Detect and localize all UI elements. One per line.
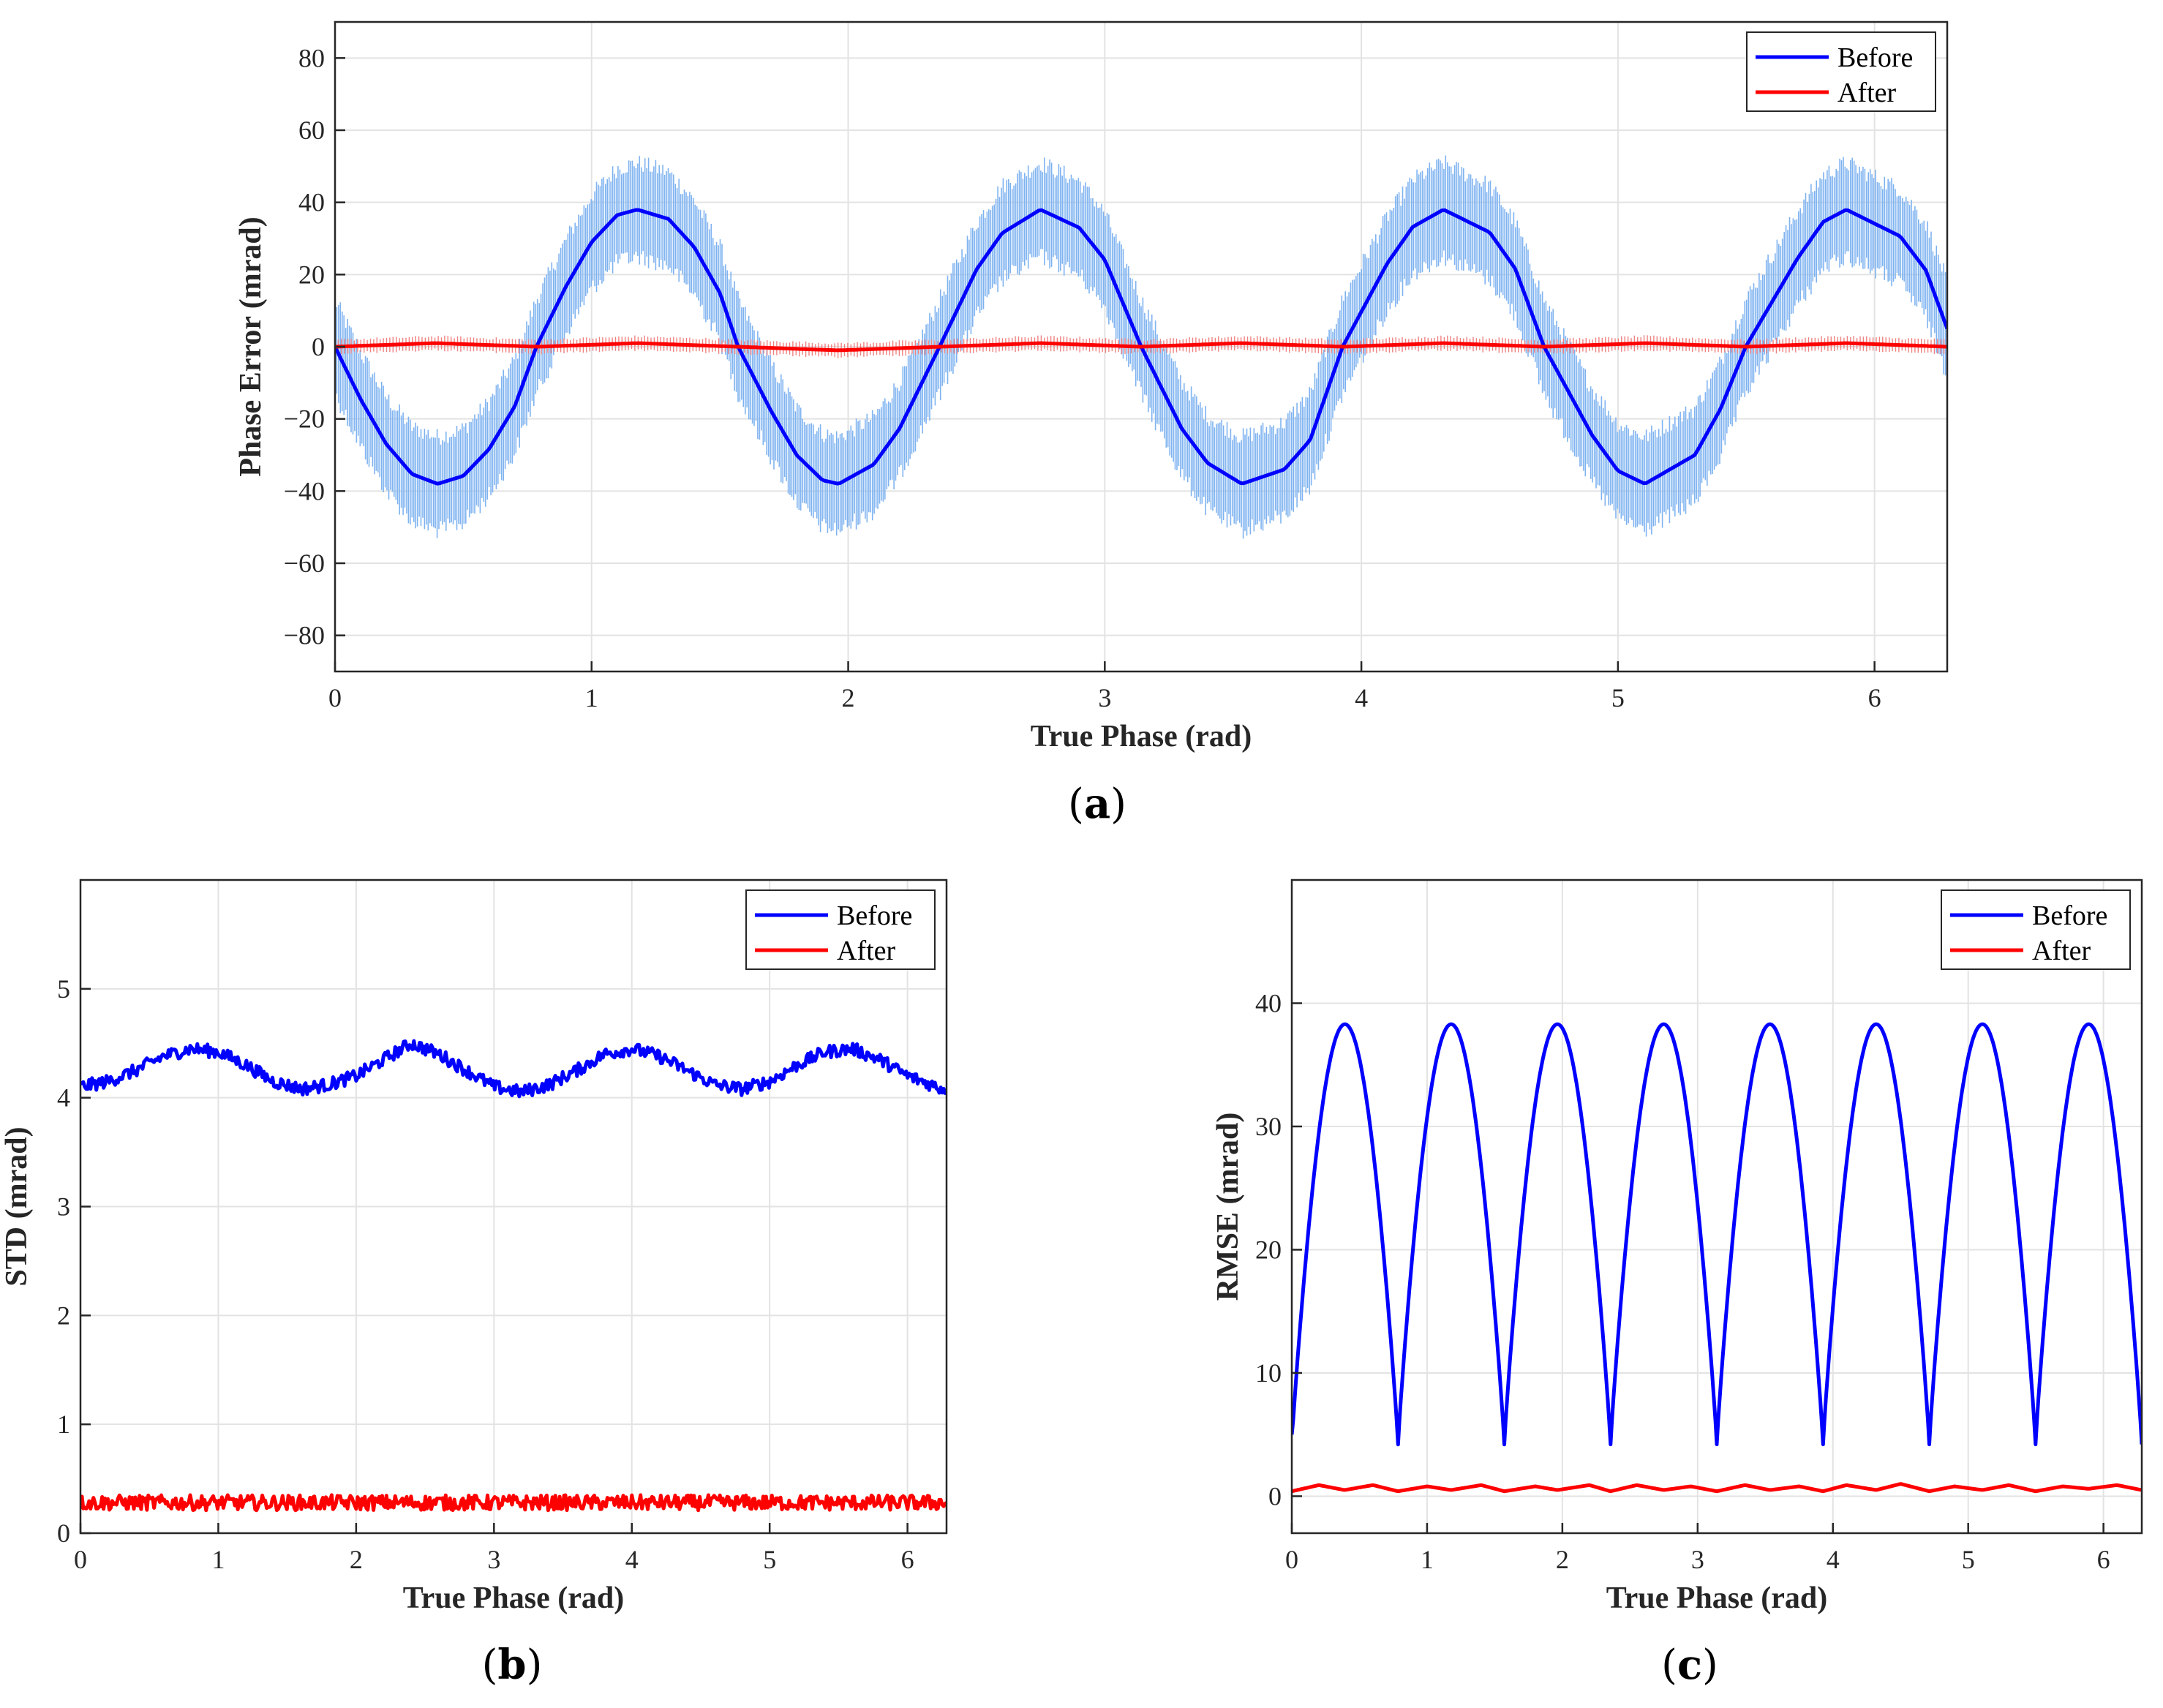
x-tick-label: 5 (1962, 1545, 1975, 1574)
legend-box (1941, 889, 2131, 970)
y-tick-label: 20 (1255, 1235, 1282, 1264)
y-tick-label: 0 (1268, 1481, 1282, 1511)
legend-label-after: After (2032, 936, 2091, 966)
panel-caption: (b) (482, 1641, 543, 1689)
series-line-after (335, 341, 1947, 353)
x-tick-label: 3 (487, 1545, 500, 1574)
y-tick-label: 2 (57, 1301, 70, 1330)
x-tick-label: 4 (625, 1545, 639, 1574)
y-tick-label: 80 (298, 43, 325, 72)
panel-caption: (c) (1661, 1641, 1718, 1689)
legend-label-before: Before (1837, 42, 1913, 73)
series-line-before (1292, 1022, 2142, 1447)
legend-box (745, 889, 936, 970)
x-tick-label: 5 (763, 1545, 776, 1574)
y-tick-label: 4 (57, 1083, 70, 1113)
x-tick-label: 3 (1691, 1545, 1704, 1574)
y-axis-label: Phase Error (mrad) (234, 217, 268, 476)
y-axis-label: STD (mrad) (0, 1126, 34, 1286)
y-tick-label: 30 (1255, 1112, 1282, 1141)
x-tick-label: 0 (74, 1545, 87, 1574)
x-tick-label: 6 (1868, 683, 1881, 712)
legend: Before After (1746, 31, 1936, 112)
x-tick-label: 6 (2097, 1545, 2110, 1574)
y-tick-label: 60 (298, 116, 325, 145)
legend: Before After (745, 889, 936, 970)
x-tick-label: 2 (1556, 1545, 1569, 1574)
y-tick-label: 20 (298, 260, 325, 289)
plot-area (80, 1039, 947, 1513)
plot-area (335, 155, 1947, 539)
axes-box (1290, 879, 2143, 1535)
chart-panel-c: 0 1 2 3 4 5 6 0 10 20 30 40 True Phase (rad) RMSE (mr… (1211, 879, 2143, 1689)
plot-area (1292, 1022, 2142, 1494)
y-axis-label: RMSE (mrad) (1211, 1113, 1245, 1301)
panel-caption: (a) (1068, 780, 1126, 828)
series-line-after (80, 1493, 947, 1513)
legend-box (1746, 31, 1936, 112)
y-tick-label: 40 (298, 188, 325, 217)
x-axis-label: True Phase (rad) (1606, 1581, 1828, 1615)
legend-label-before: Before (837, 900, 912, 931)
legend-label-after: After (1837, 78, 1897, 108)
x-tick-label: 1 (1421, 1545, 1434, 1574)
x-axis-label: True Phase (rad) (403, 1581, 625, 1615)
y-tick-label: −60 (284, 549, 325, 578)
x-tick-label: 4 (1355, 683, 1368, 712)
x-tick-label: 5 (1611, 683, 1625, 712)
series-line-after (1292, 1482, 2142, 1494)
chart-panel-b: 0 1 2 3 4 5 6 0 1 2 3 4 5 True Phase (rad) STD (mrad) B… (0, 879, 948, 1689)
x-tick-label: 1 (585, 683, 598, 712)
y-tick-label: −80 (284, 621, 325, 650)
x-tick-label: 2 (350, 1545, 363, 1574)
x-tick-label: 0 (328, 683, 342, 712)
x-tick-label: 2 (842, 683, 855, 712)
x-tick-label: 6 (901, 1545, 914, 1574)
x-tick-label: 4 (1827, 1545, 1840, 1574)
x-axis-label: True Phase (rad) (1031, 720, 1252, 753)
legend-label-before: Before (2032, 900, 2107, 931)
legend-label-after: After (837, 936, 896, 966)
y-tick-label: 0 (57, 1519, 70, 1548)
x-tick-label: 3 (1098, 683, 1111, 712)
y-tick-label: 10 (1255, 1358, 1282, 1388)
legend: Before After (1941, 889, 2131, 970)
y-tick-label: 0 (312, 332, 325, 361)
y-tick-label: −20 (284, 405, 325, 434)
y-tick-label: 40 (1255, 988, 1282, 1017)
y-tick-label: −40 (284, 476, 325, 505)
series-line-before (80, 1039, 947, 1099)
y-tick-label: 3 (57, 1192, 70, 1222)
x-tick-label: 1 (211, 1545, 225, 1574)
x-tick-label: 0 (1285, 1545, 1298, 1574)
y-tick-label: 5 (57, 974, 70, 1004)
y-tick-label: 1 (57, 1410, 70, 1439)
chart-panel-a: 0 1 2 3 4 5 6 −80 −60 −40 −20 0 20 40 60 80 True Phase (… (234, 20, 1949, 828)
